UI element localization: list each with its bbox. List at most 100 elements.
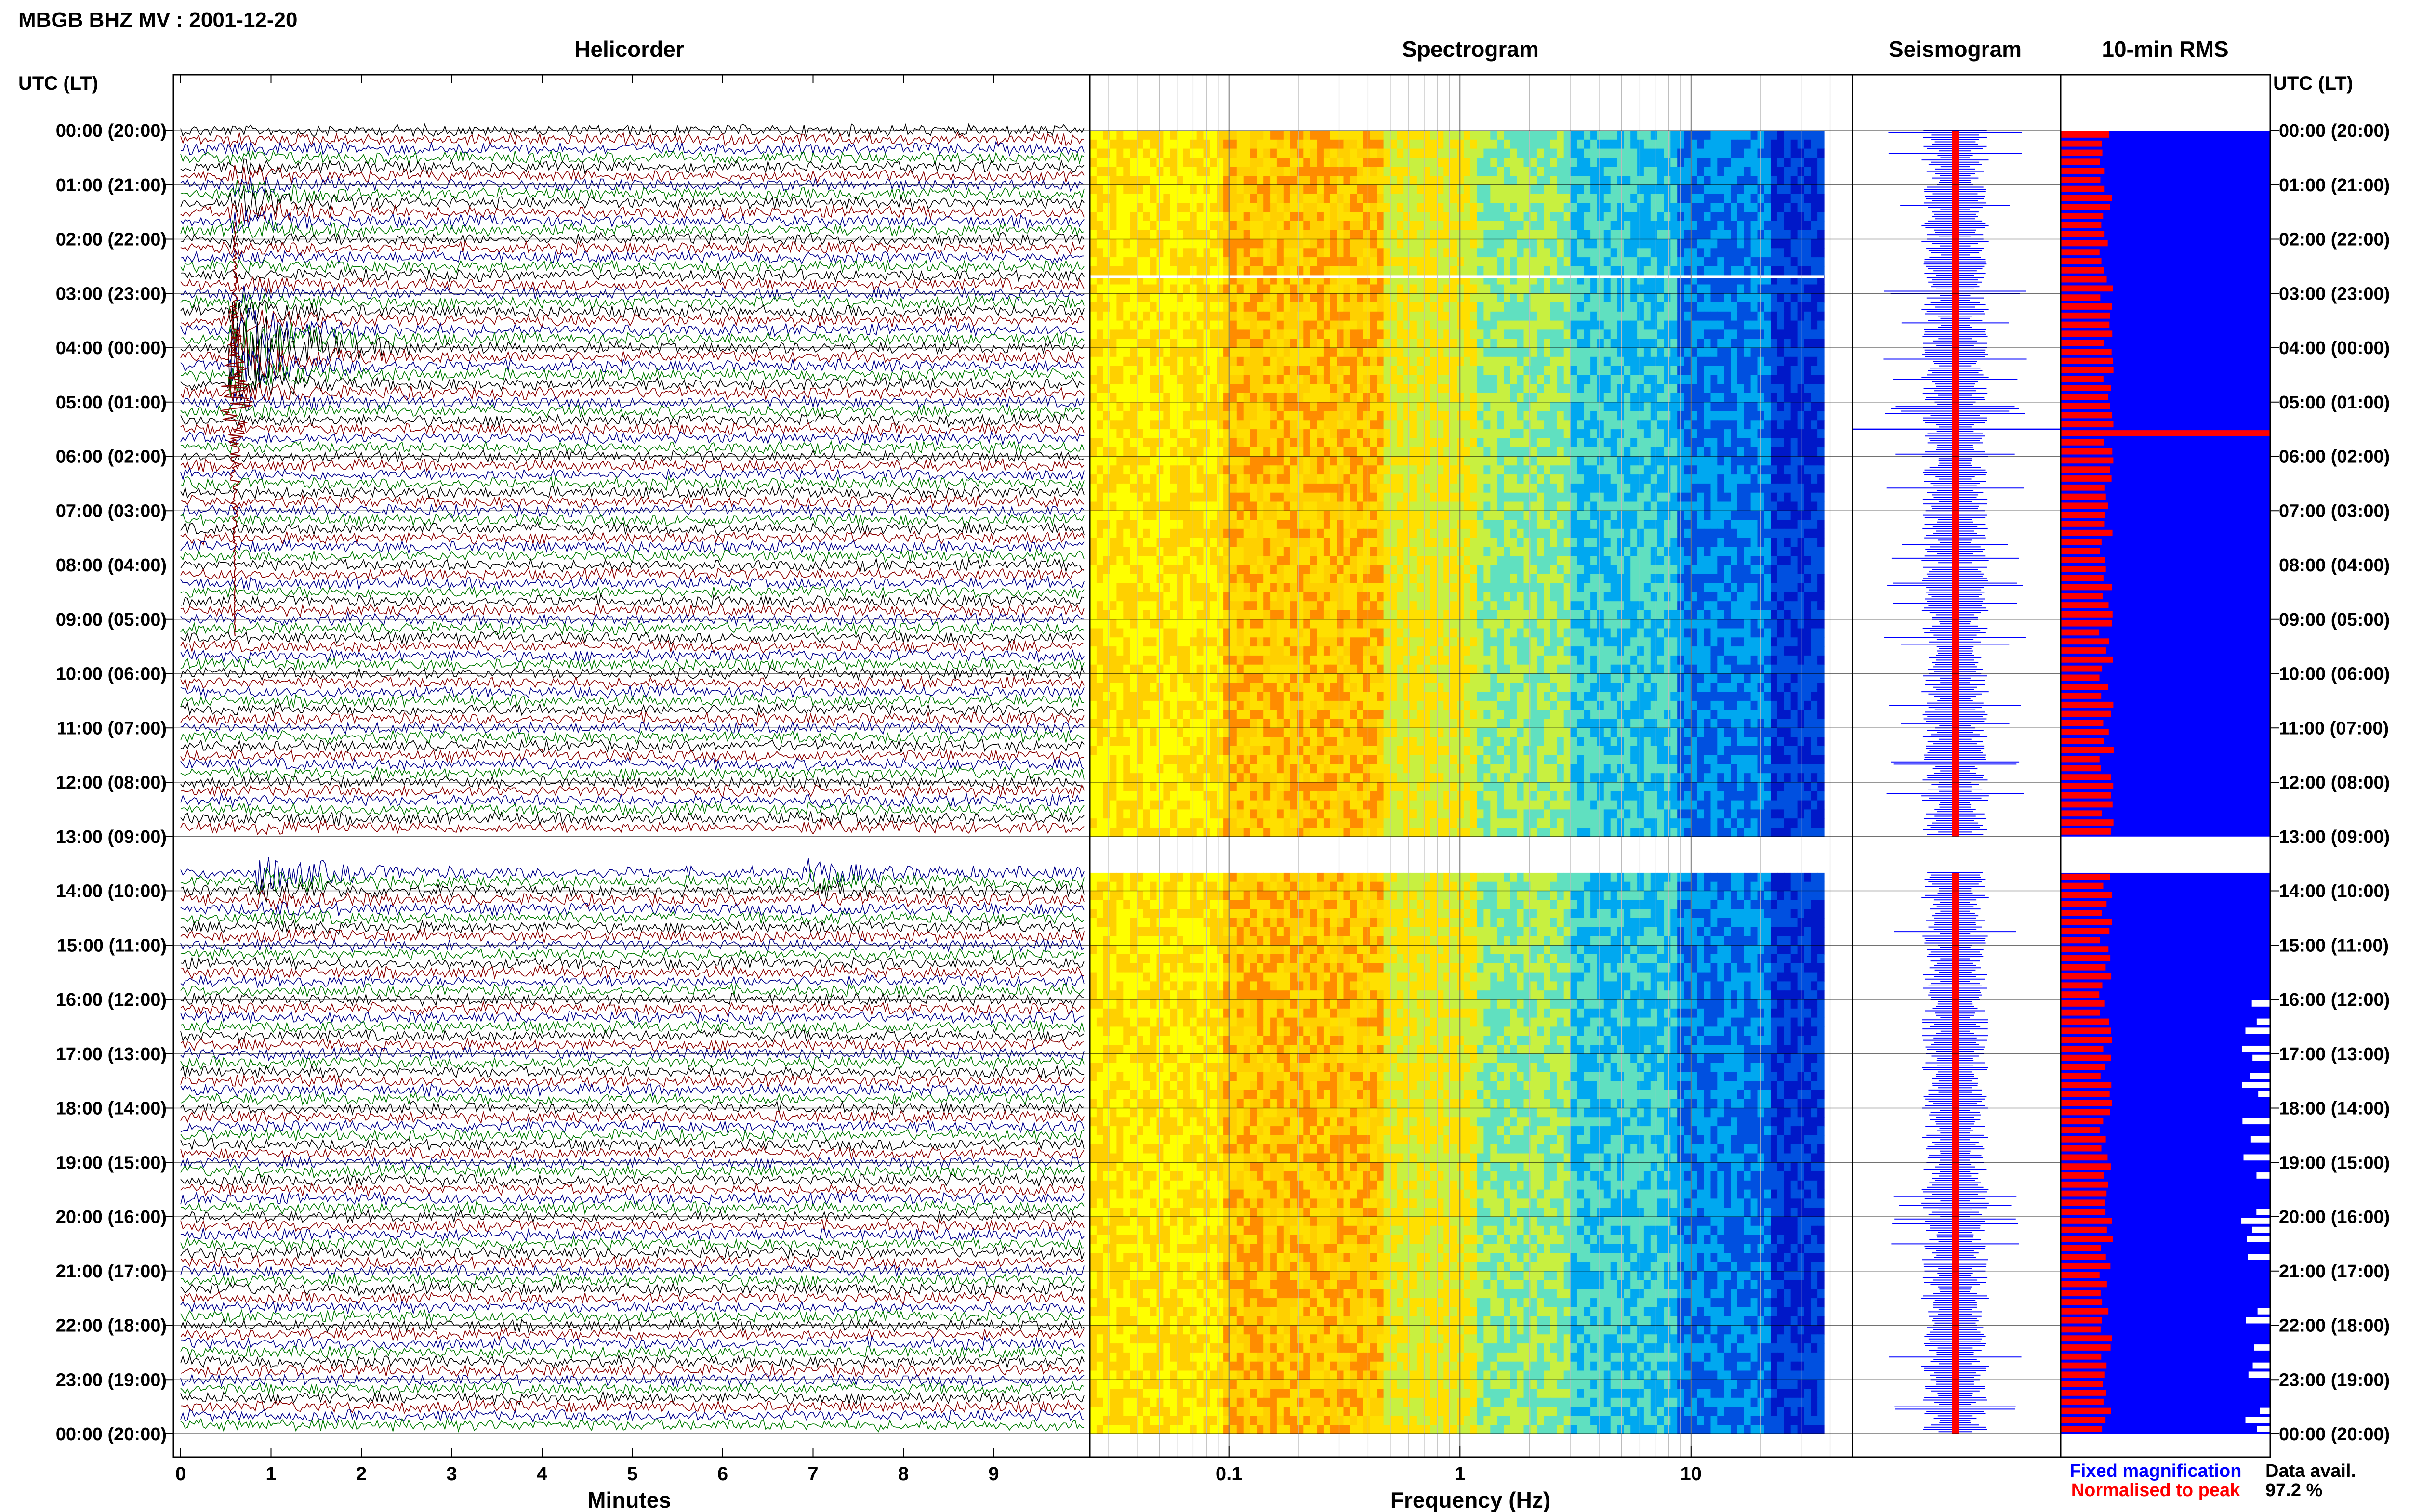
spectrogram-cell — [1123, 492, 1130, 502]
spectrogram-cell — [1443, 429, 1451, 439]
helicorder-trace — [180, 202, 1085, 224]
spectrogram-cell — [1523, 176, 1531, 185]
spectrogram-cell — [1190, 176, 1197, 185]
spectrogram-cell — [1370, 393, 1377, 403]
spectrogram-cell — [1784, 501, 1791, 511]
spectrogram-cell — [1737, 230, 1745, 240]
spectrogram-cell — [1283, 411, 1291, 421]
spectrogram-cell — [1250, 447, 1257, 457]
spectrogram-cell — [1123, 284, 1130, 294]
spectrogram-cell — [1283, 511, 1291, 520]
spectrogram-cell — [1710, 221, 1718, 231]
spectrogram-cell — [1163, 483, 1170, 493]
spectrogram-cell — [1797, 492, 1805, 502]
spectrogram-cell — [1130, 348, 1137, 357]
spectrogram-cell — [1697, 158, 1705, 167]
spectrogram-cell — [1597, 302, 1604, 312]
spectrogram-cell — [1156, 248, 1164, 258]
spectrogram-cell — [1584, 158, 1591, 167]
spectrogram-cell — [1423, 474, 1431, 484]
spectrogram-cell — [1483, 194, 1491, 203]
utc-label-right: UTC (LT) — [2273, 73, 2353, 94]
spectrogram-cell — [1584, 320, 1591, 330]
spectrogram-cell — [1731, 284, 1738, 294]
spectrogram-cell — [1177, 221, 1184, 231]
spectrogram-cell — [1463, 230, 1471, 240]
spectrogram-cell — [1750, 221, 1758, 231]
spectrogram-cell — [1731, 339, 1738, 348]
spectrogram-cell — [1103, 375, 1111, 384]
spectrogram-cell — [1250, 438, 1257, 448]
spectrogram-cell — [1790, 176, 1798, 185]
spectrogram-cell — [1350, 411, 1357, 421]
spectrogram-cell — [1397, 393, 1404, 403]
spectrogram-cell — [1363, 356, 1371, 367]
spectrogram-cell — [1156, 167, 1164, 176]
spectrogram-cell — [1530, 167, 1537, 176]
spectrogram-cell — [1250, 194, 1257, 203]
spectrogram-cell — [1416, 511, 1424, 520]
spectrogram-cell — [1110, 356, 1117, 367]
spectrogram-cell — [1690, 176, 1698, 185]
spectrogram-cell — [1330, 492, 1337, 502]
spectrogram-cell — [1337, 167, 1344, 176]
spectrogram-cell — [1363, 158, 1371, 167]
spectrogram-cell — [1337, 511, 1344, 520]
spectrogram-cell — [1290, 447, 1297, 457]
spectrogram-cell — [1350, 311, 1357, 321]
spectrogram-cell — [1684, 320, 1691, 330]
spectrogram-cell — [1523, 339, 1531, 348]
spectrogram-cell — [1403, 329, 1411, 339]
spectrogram-cell — [1483, 203, 1491, 212]
spectrogram-cell — [1544, 411, 1551, 421]
spectrogram-cell — [1177, 375, 1184, 384]
spectrogram-cell — [1196, 293, 1204, 303]
spectrogram-cell — [1737, 248, 1745, 258]
spectrogram-cell — [1643, 221, 1651, 231]
spectrogram-cell — [1230, 402, 1237, 412]
spectrogram-cell — [1137, 167, 1144, 176]
spectrogram-cell — [1710, 420, 1718, 430]
helicorder-trace — [180, 757, 1085, 772]
spectrogram-cell — [1603, 483, 1611, 493]
spectrogram-cell — [1790, 420, 1798, 430]
spectrogram-cell — [1196, 212, 1204, 222]
spectrogram-cell — [1337, 212, 1344, 222]
spectrogram-cell — [1817, 438, 1825, 448]
spectrogram-cell — [1397, 302, 1404, 312]
spectrogram-cell — [1377, 239, 1384, 249]
spectrogram-cell — [1744, 520, 1751, 529]
spectrogram-cell — [1090, 139, 1097, 149]
spectrogram-cell — [1523, 501, 1531, 511]
spectrogram-cell — [1210, 438, 1217, 448]
spectrogram-cell — [1443, 356, 1451, 367]
spectrogram-cell — [1744, 492, 1751, 502]
spectrogram-cell — [1276, 511, 1284, 520]
spectrogram-cell — [1504, 474, 1511, 484]
spectrogram-cell — [1443, 239, 1451, 249]
spectrogram-cell — [1310, 257, 1317, 267]
spectrogram-cell — [1771, 329, 1778, 339]
spectrogram-cell — [1537, 474, 1544, 484]
spectrogram-cell — [1130, 293, 1137, 303]
spectrogram-cell — [1330, 257, 1337, 267]
spectrogram-cell — [1811, 194, 1818, 203]
spectrogram-cell — [1603, 212, 1611, 222]
spectrogram-cell — [1771, 239, 1778, 249]
spectrogram-cell — [1504, 320, 1511, 330]
spectrogram-cell — [1817, 511, 1825, 520]
spectrogram-cell — [1744, 456, 1751, 466]
spectrogram-cell — [1670, 474, 1678, 484]
spectrogram-cell — [1143, 520, 1151, 529]
spectrogram-cell — [1210, 420, 1217, 430]
spectrogram-cell — [1323, 320, 1331, 330]
spectrogram-cell — [1537, 230, 1544, 240]
spectrogram-cell — [1116, 158, 1124, 167]
spectrogram-cell — [1217, 339, 1224, 348]
spectrogram-cell — [1570, 339, 1577, 348]
spectrogram-cell — [1817, 393, 1825, 403]
spectrogram-cell — [1817, 356, 1825, 367]
spectrogram-cell — [1123, 184, 1130, 195]
spectrogram-cell — [1230, 447, 1237, 457]
spectrogram-cell — [1343, 293, 1350, 303]
